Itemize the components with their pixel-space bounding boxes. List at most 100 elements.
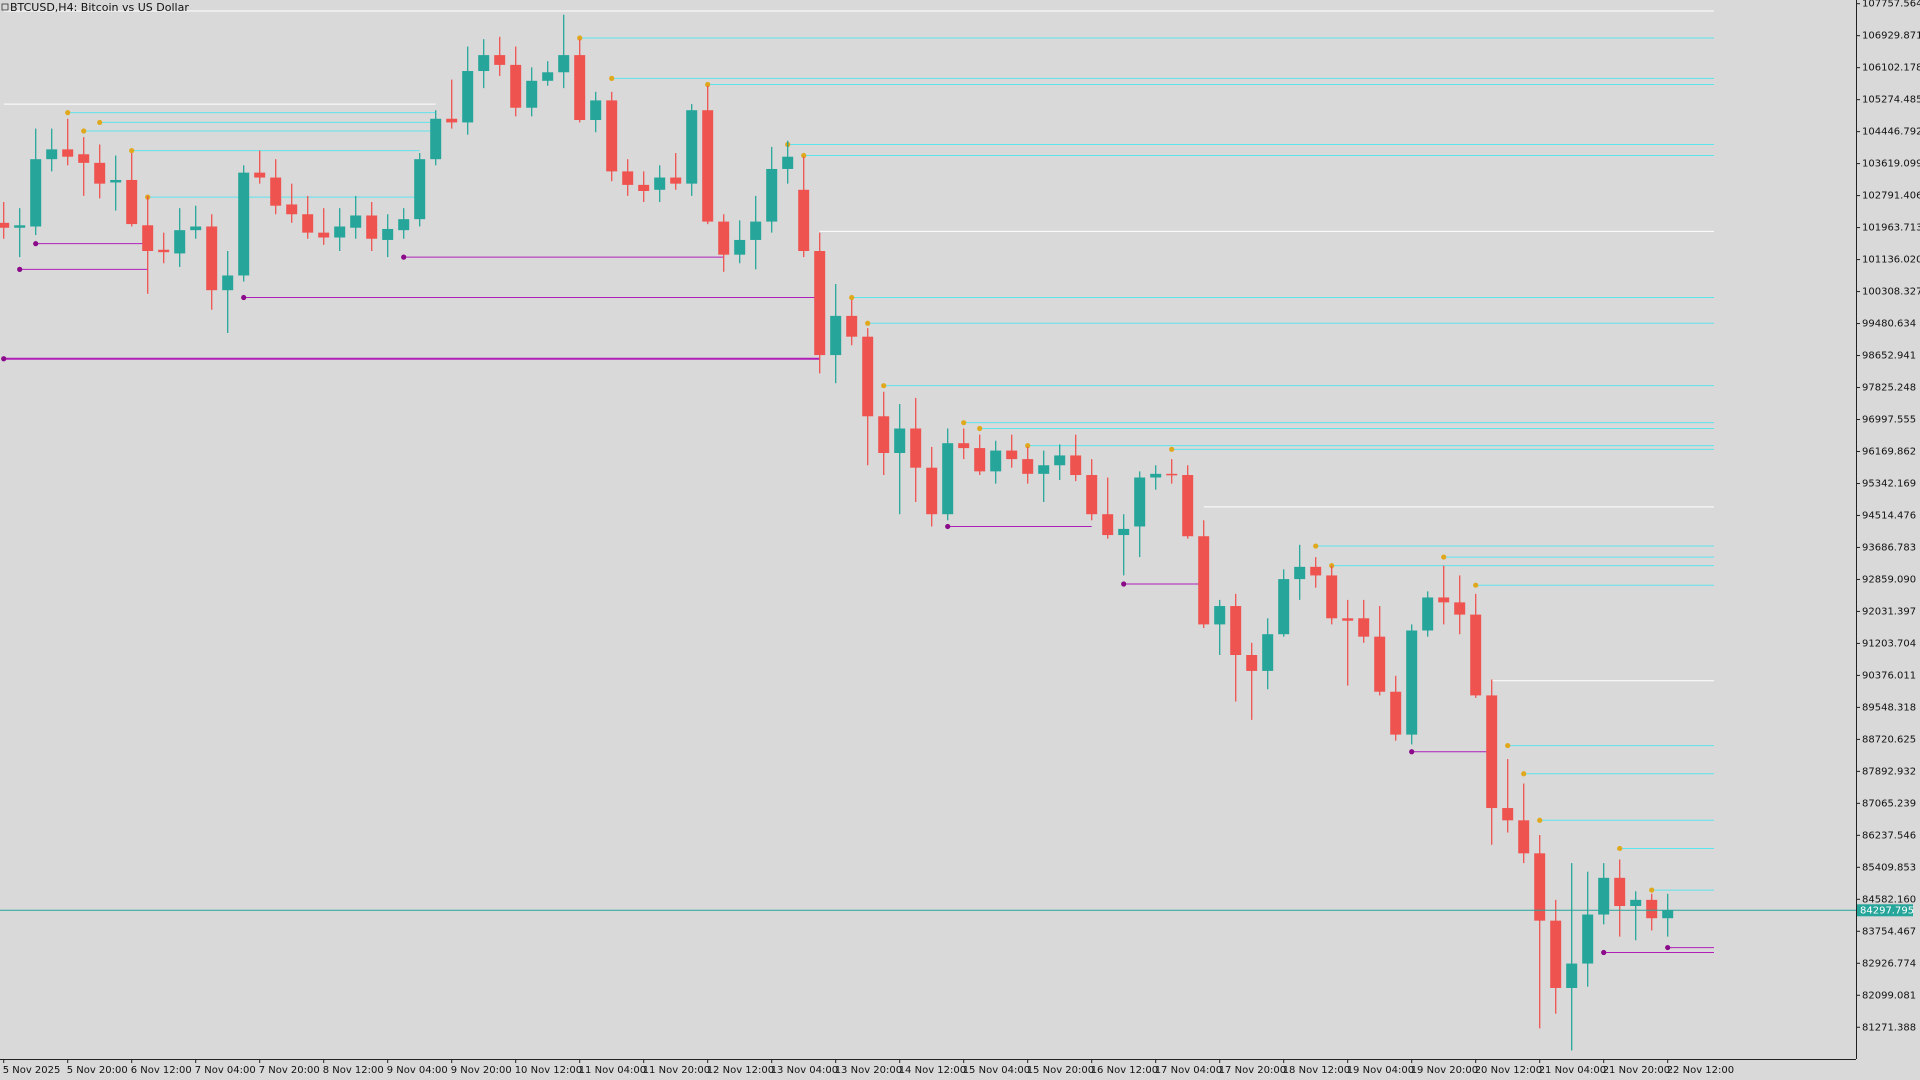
- candle-body: [62, 149, 74, 157]
- levels: [1, 10, 1714, 956]
- level-dot: [849, 294, 855, 301]
- candle-body: [1230, 606, 1242, 656]
- candle-body: [318, 232, 330, 238]
- x-tick-label: 18 Nov 12:00: [1283, 1065, 1350, 1076]
- candle-body: [46, 149, 58, 160]
- candle-body: [1550, 920, 1562, 988]
- candle-body: [238, 172, 250, 276]
- y-tick-label: 82099.081: [1862, 990, 1916, 1001]
- candle-body: [1358, 618, 1370, 637]
- y-tick-label: 104446.792: [1862, 127, 1920, 138]
- candle-body: [686, 110, 698, 184]
- candle-body: [1438, 597, 1450, 603]
- level-dot: [1505, 742, 1511, 749]
- candle-body: [990, 450, 1002, 472]
- level-dot: [577, 35, 583, 41]
- y-tick-label: 98652.941: [1862, 351, 1916, 362]
- candle-body: [222, 275, 234, 291]
- candle-body: [1086, 475, 1098, 515]
- candle-body: [1422, 597, 1434, 631]
- level-dot: [1409, 749, 1415, 755]
- level-dot: [129, 148, 135, 154]
- level-dot: [1521, 771, 1527, 777]
- candle-body: [526, 80, 538, 108]
- x-tick-label: 7 Nov 04:00: [195, 1065, 256, 1076]
- level-dot: [65, 110, 71, 116]
- y-tick-label: 87065.239: [1862, 798, 1916, 809]
- x-tick-label: 17 Nov 04:00: [1155, 1065, 1222, 1076]
- candle-body: [1470, 614, 1482, 696]
- x-tick-label: 11 Nov 20:00: [643, 1065, 710, 1076]
- candle-body: [414, 159, 426, 220]
- candle-body: [942, 443, 954, 515]
- y-tick-label: 81271.388: [1862, 1022, 1916, 1033]
- current-price-label: 84297.795: [1860, 905, 1914, 916]
- x-tick-label: 12 Nov 12:00: [707, 1065, 774, 1076]
- candle-body: [1390, 691, 1402, 735]
- candle-body: [590, 100, 602, 120]
- x-tick-label: 14 Nov 12:00: [899, 1065, 966, 1076]
- x-tick-label: 19 Nov 04:00: [1347, 1065, 1414, 1076]
- level-dot: [33, 241, 39, 247]
- candle-body: [846, 315, 858, 337]
- x-tick-label: 20 Nov 12:00: [1475, 1065, 1542, 1076]
- candle-body: [1326, 575, 1338, 619]
- candle-body: [334, 226, 346, 238]
- x-tick-label: 15 Nov 04:00: [963, 1065, 1030, 1076]
- candle-body: [478, 55, 490, 72]
- current-price-box: [1857, 904, 1913, 917]
- x-tick-label: 10 Nov 12:00: [515, 1065, 582, 1076]
- y-tick-label: 96169.862: [1862, 446, 1916, 457]
- level-dot: [1473, 582, 1479, 588]
- candle-body: [1646, 899, 1658, 919]
- level-dot: [705, 81, 711, 88]
- candle-body: [254, 172, 266, 178]
- x-tick-label: 11 Nov 04:00: [579, 1065, 646, 1076]
- candle-body: [30, 159, 42, 227]
- level-dot: [801, 152, 807, 159]
- candles: [0, 14, 1674, 1051]
- x-tick-label: 9 Nov 04:00: [387, 1065, 448, 1076]
- x-tick-label: 19 Nov 20:00: [1411, 1065, 1478, 1076]
- candle-body: [1198, 536, 1210, 625]
- y-tick-label: 88720.625: [1862, 734, 1916, 745]
- candle-body: [190, 226, 202, 231]
- candle-body: [702, 110, 714, 222]
- candle-body: [1070, 455, 1082, 476]
- level-dot: [97, 119, 103, 126]
- x-tick-label: 21 Nov 20:00: [1603, 1065, 1670, 1076]
- candle-body: [974, 448, 986, 472]
- candle-body: [734, 239, 746, 255]
- candle-body: [142, 225, 154, 252]
- candle-body: [78, 154, 90, 163]
- candle-body: [798, 189, 810, 252]
- candle-body: [1374, 636, 1386, 692]
- candle-body: [1662, 910, 1674, 919]
- y-tick-label: 94514.476: [1862, 510, 1916, 521]
- candle-body: [14, 225, 26, 228]
- candle-body: [398, 219, 410, 231]
- candle-body: [462, 71, 474, 123]
- candle-body: [1214, 606, 1226, 625]
- candle-body: [1566, 963, 1578, 988]
- candle-body: [366, 215, 378, 239]
- candle-body: [110, 179, 122, 183]
- symbol-icon: [1, 3, 9, 11]
- y-tick-label: 92859.090: [1862, 574, 1916, 585]
- candle-body: [1310, 566, 1322, 576]
- level-dot: [1537, 817, 1543, 823]
- candle-body: [1022, 459, 1034, 474]
- candle-body: [494, 55, 506, 65]
- candle-body: [286, 204, 298, 215]
- candle-body: [1278, 579, 1290, 635]
- level-dot: [1121, 581, 1127, 587]
- candle-body: [1150, 473, 1162, 478]
- candle-body: [830, 315, 842, 356]
- x-tick-label: 16 Nov 12:00: [1091, 1065, 1158, 1076]
- x-tick-label: 5 Nov 2025: [3, 1065, 61, 1076]
- candle-body: [446, 118, 458, 123]
- level-dot: [977, 425, 983, 432]
- candle-body: [350, 215, 362, 228]
- candle-body: [638, 184, 650, 191]
